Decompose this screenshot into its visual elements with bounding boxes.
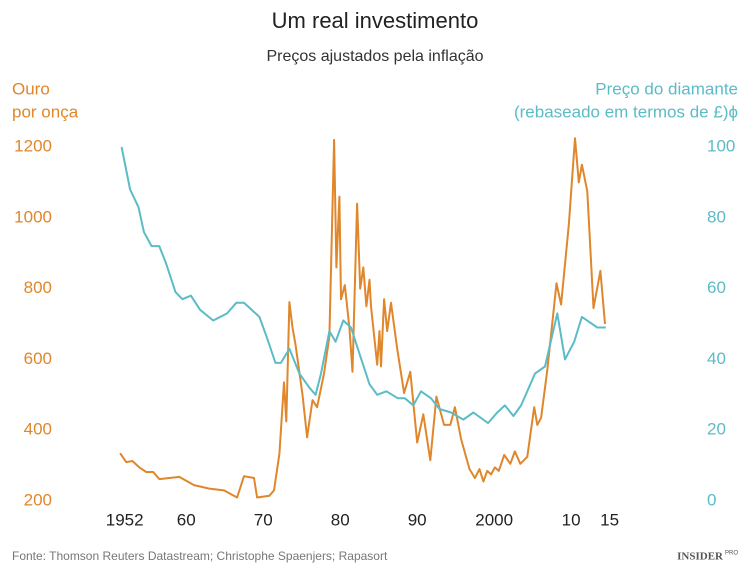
- y-tick-label: 400: [24, 420, 52, 439]
- y-tick-label: 200: [24, 490, 52, 509]
- source: Fonte: Thomson Reuters Datastream; Chris…: [12, 549, 388, 563]
- x-tick-label: 10: [562, 510, 581, 529]
- chart-title: Um real investimento: [272, 8, 479, 33]
- chart-subtitle: Preços ajustados pela inflação: [266, 48, 483, 65]
- y-tick-label: 600: [24, 349, 52, 368]
- y2-axis-label: Preço do diamante: [595, 79, 738, 98]
- y2-tick-label: 100: [707, 136, 735, 155]
- y2-tick-label: 60: [707, 278, 726, 297]
- series-line: [119, 137, 606, 499]
- brand: INSIDER: [677, 551, 724, 563]
- x-tick-label: 1952: [106, 510, 144, 529]
- y-tick-label: 1200: [14, 136, 52, 155]
- y2-tick-label: 20: [707, 420, 726, 439]
- x-tick-label: 70: [254, 510, 273, 529]
- series-line: [120, 146, 606, 425]
- y-tick-label: 800: [24, 278, 52, 297]
- brand-sup: PRO: [725, 551, 738, 557]
- y-axis-label: por onça: [12, 102, 79, 121]
- y-axis-label: Ouro: [12, 79, 50, 98]
- y2-tick-label: 80: [707, 207, 726, 226]
- x-tick-label: 80: [331, 510, 350, 529]
- x-tick-label: 15: [600, 510, 619, 529]
- x-tick-label: 90: [408, 510, 427, 529]
- x-tick-label: 2000: [475, 510, 513, 529]
- y-tick-label: 1000: [14, 207, 52, 226]
- y2-tick-label: 40: [707, 349, 726, 368]
- y2-tick-label: 0: [707, 490, 716, 509]
- x-tick-label: 60: [177, 510, 196, 529]
- y2-axis-label: (rebaseado em termos de £)ϕ: [514, 102, 738, 121]
